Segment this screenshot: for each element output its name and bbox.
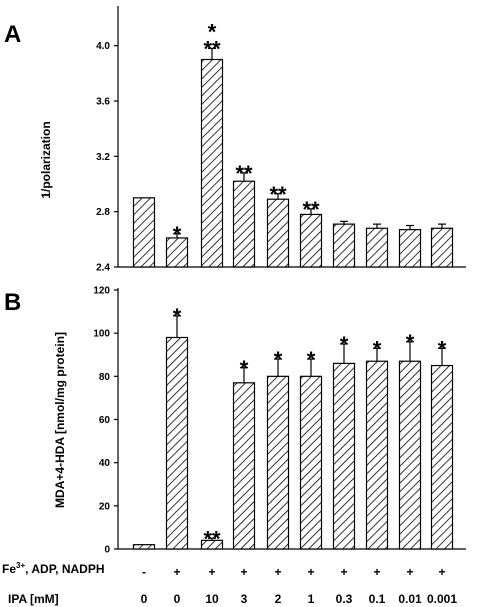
bar xyxy=(332,362,356,550)
significance-marker: ** xyxy=(203,37,221,62)
row1-value: + xyxy=(240,565,247,579)
row1-label-sup: 3+ xyxy=(16,561,25,570)
panel-a-y-axis-label: 1/polarization xyxy=(39,121,53,198)
panel-b-ticks: 0 20 40 60 80 100 120 xyxy=(93,286,118,556)
panel-b-y-axis-label: MDA+4-HDA [nmol/mg protein] xyxy=(53,332,67,508)
bar xyxy=(332,223,356,268)
bar xyxy=(398,229,422,268)
bar xyxy=(430,364,454,550)
row1-value: - xyxy=(142,565,146,579)
y-tick-label: 0 xyxy=(104,545,110,556)
significance-marker: * xyxy=(240,356,249,381)
bar xyxy=(232,382,256,550)
y-tick-label: 60 xyxy=(99,415,111,426)
row1-value: + xyxy=(406,565,413,579)
bar xyxy=(365,227,389,268)
row2-value: 0.3 xyxy=(336,592,353,606)
significance-marker: ** xyxy=(269,182,287,207)
significance-marker: * xyxy=(173,222,182,247)
y-tick-label: 20 xyxy=(99,501,111,512)
row1-values: - + + + + + + + + + xyxy=(142,565,446,579)
significance-marker: * xyxy=(373,336,382,361)
bar xyxy=(299,213,323,268)
significance-marker: ** xyxy=(203,526,221,551)
y-tick-label: 4.0 xyxy=(96,41,110,52)
row1-value: + xyxy=(373,565,380,579)
row2-label: IPA [mM] xyxy=(8,592,59,606)
row2-value: 0.1 xyxy=(369,592,386,606)
significance-marker: * xyxy=(208,20,217,45)
row2-value: 3 xyxy=(241,592,248,606)
row2-value: 2 xyxy=(275,592,282,606)
bar xyxy=(266,198,290,268)
row2-value: 0.001 xyxy=(427,592,457,606)
panel-a-letter: A xyxy=(4,21,21,48)
row2-value: 0 xyxy=(174,592,181,606)
row1-value: + xyxy=(173,565,180,579)
y-tick-label: 3.2 xyxy=(96,152,110,163)
row1-value: + xyxy=(307,565,314,579)
row2-values: 0 0 10 3 2 1 0.3 0.1 0.01 0.001 xyxy=(141,592,458,606)
panel-b-letter: B xyxy=(4,289,21,316)
panel-b: B MDA+4-HDA [nmol/mg protein] 0 20 40 60 80 1… xyxy=(4,286,466,556)
bar xyxy=(132,197,156,268)
bar xyxy=(200,58,224,268)
row2-value: 0 xyxy=(141,592,148,606)
panel-a-ticks: 2.4 2.8 3.2 3.6 4.0 xyxy=(96,41,118,274)
significance-marker: * xyxy=(340,332,349,357)
row1-value: + xyxy=(274,565,281,579)
significance-marker: * xyxy=(406,330,415,355)
panel-a-bars: ********** xyxy=(132,20,454,268)
significance-marker: * xyxy=(307,347,316,372)
y-tick-label: 2.8 xyxy=(96,207,110,218)
row1-value: + xyxy=(438,565,445,579)
significance-marker: * xyxy=(274,347,283,372)
bar xyxy=(232,180,256,268)
significance-marker: ** xyxy=(302,197,320,222)
y-tick-label: 100 xyxy=(93,329,110,340)
row2-value: 10 xyxy=(205,592,219,606)
significance-marker: * xyxy=(438,336,447,361)
condition-table: Fe3+, ADP, NADPH IPA [mM] - + + + + + + + + + 0 0 1… xyxy=(2,561,457,606)
bar xyxy=(430,227,454,268)
row2-value: 1 xyxy=(308,592,315,606)
significance-marker: ** xyxy=(235,161,253,186)
y-tick-label: 80 xyxy=(99,372,111,383)
row1-label-fe: Fe xyxy=(2,562,16,576)
row1-value: + xyxy=(208,565,215,579)
y-tick-label: 3.6 xyxy=(96,97,110,108)
y-tick-label: 120 xyxy=(93,286,110,297)
y-tick-label: 40 xyxy=(99,458,111,469)
significance-marker: * xyxy=(173,304,182,329)
row2-value: 0.01 xyxy=(398,592,422,606)
panel-b-bars: **** * ** * * * xyxy=(132,304,454,551)
bar xyxy=(266,375,290,550)
y-tick-label: 2.4 xyxy=(96,263,110,274)
row1-label-rest: , ADP, NADPH xyxy=(25,562,104,576)
bar xyxy=(365,360,389,550)
bar xyxy=(299,375,323,550)
row1-value: + xyxy=(340,565,347,579)
row1-label: Fe3+, ADP, NADPH xyxy=(2,561,105,576)
panel-a: A 1/polarization 2.42.83.23.64.0 *******… xyxy=(4,6,466,274)
bar xyxy=(398,360,422,550)
bar xyxy=(165,336,189,550)
bar xyxy=(132,544,156,550)
